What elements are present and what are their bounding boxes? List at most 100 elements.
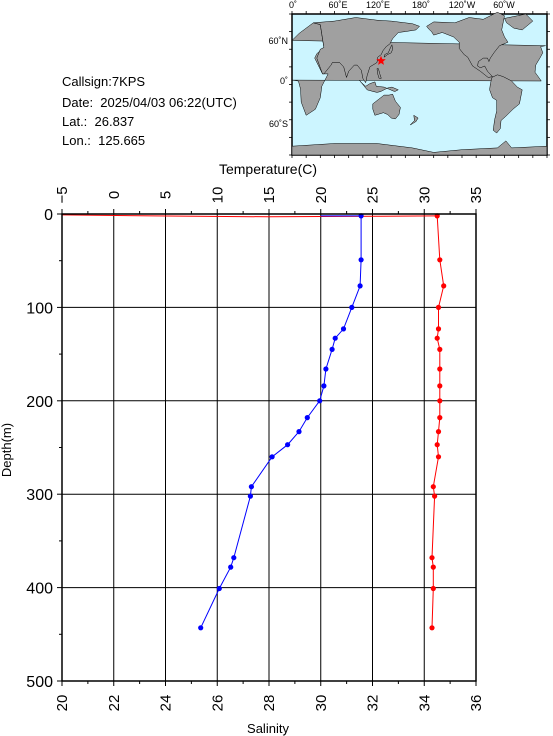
temperature-tick-label: 35 [468, 187, 485, 204]
salinity-profile-point [437, 257, 443, 263]
temperature-tick-label: −5 [54, 186, 71, 203]
salinity-tick-label: 22 [106, 695, 123, 712]
map-lat-label-60s: 60˚S [269, 119, 288, 129]
map-land-greenland [504, 13, 534, 31]
salinity-profile-point [429, 555, 435, 561]
salinity-profile-point [435, 429, 442, 435]
map-lon-label-180: 180˚ [412, 0, 430, 10]
surface-trace-salinity [61, 214, 438, 218]
temperature-profile-point [198, 625, 204, 631]
temperature-profile-point [296, 429, 302, 435]
location-map: 0˚ 60˚E 120˚E 180˚ 120˚W 60˚W 60˚N 0˚ 60… [268, 0, 550, 158]
map-land-indonesia [359, 79, 399, 93]
date-text: Date: 2025/04/03 06:22(UTC) [62, 95, 237, 110]
map-land-south-america [489, 74, 523, 134]
salinity-profile-point [435, 304, 442, 310]
temperature-axis-title: Temperature(C) [219, 161, 317, 177]
temperature-tick-label: 5 [158, 191, 175, 199]
temperature-profile-line [200, 215, 362, 629]
temperature-profile-point [329, 346, 335, 352]
map-land-philippines [376, 68, 382, 79]
salinity-tick-label: 24 [158, 695, 175, 712]
salinity-profile-point [441, 283, 447, 289]
temperature-profile-point [228, 564, 234, 570]
temperature-tick-label: 30 [416, 187, 433, 204]
map-frame-ticks [289, 11, 550, 158]
map-land-north-america [426, 11, 509, 78]
map-land-asia [313, 17, 420, 84]
salinity-tick-label: 36 [468, 695, 485, 712]
salinity-profile-point [437, 366, 443, 372]
salinity-profile-point [437, 398, 443, 404]
depth-tick-label: 200 [26, 394, 53, 411]
temperature-profile-point [358, 257, 364, 263]
temperature-tick-label: 15 [261, 187, 278, 204]
map-land-new-zealand [410, 114, 419, 126]
map-land-australia [372, 93, 401, 120]
salinity-tick-label: 20 [54, 695, 71, 712]
salinity-profile-point [432, 493, 438, 499]
salinity-profile-point [430, 484, 436, 490]
depth-tick-label: 400 [26, 581, 53, 598]
temperature-profile-point [349, 304, 355, 310]
temperature-profile-point [357, 283, 363, 289]
salinity-tick-label: 26 [209, 695, 226, 712]
temperature-profile-point [317, 398, 323, 404]
temperature-tick-label: 20 [313, 187, 330, 204]
salinity-profile-point [434, 442, 440, 448]
temperature-tick-label: 10 [209, 187, 226, 204]
depth-tick-label: 100 [26, 300, 53, 317]
salinity-profile-point [434, 335, 440, 341]
salinity-profile-point [429, 625, 435, 631]
temperature-profile-point [304, 415, 310, 421]
map-lon-label-0: 0˚ [289, 0, 297, 10]
depth-tick-label: 300 [26, 487, 53, 504]
temperature-profile-point [216, 585, 222, 592]
temperature-profile-point [248, 484, 254, 490]
depth-axis-title: Depth(m) [0, 423, 14, 477]
temperature-profile-point [323, 366, 329, 372]
map-land-japan [383, 44, 393, 58]
salinity-profile-point [437, 346, 443, 352]
salinity-profile-point [430, 564, 436, 570]
salinity-tick-label: 30 [313, 695, 330, 712]
station-star [376, 55, 386, 65]
longitude-text: Lon.: 125.665 [62, 133, 146, 148]
salinity-profile-point [437, 383, 443, 389]
depth-tick-label: 0 [44, 207, 53, 224]
temperature-tick-label: 0 [106, 191, 123, 199]
surface-traces [61, 214, 438, 218]
salinity-tick-label: 32 [365, 695, 382, 712]
chart-grid [61, 213, 477, 682]
temperature-profile-point [321, 383, 327, 389]
temperature-tick-label: 25 [365, 187, 382, 204]
temperature-profile-point [340, 326, 347, 332]
temperature-profile-point [269, 454, 275, 460]
salinity-profile-point [435, 454, 442, 460]
chart-series [198, 213, 447, 631]
salinity-tick-label: 34 [416, 695, 433, 712]
map-lon-label-120e: 120˚E [366, 0, 390, 10]
callsign-text: Callsign:7KPS [62, 74, 146, 89]
temperature-profile-point [285, 442, 291, 448]
map-landmasses [291, 11, 548, 156]
map-lat-label-60n: 60˚N [268, 36, 288, 46]
salinity-profile-point [430, 585, 436, 592]
latitude-text: Lat.: 26.837 [62, 114, 135, 129]
salinity-axis-title: Salinity [247, 721, 289, 736]
salinity-profile-point [437, 415, 443, 421]
temperature-profile-point [332, 335, 338, 341]
depth-tick-label: 500 [26, 674, 53, 691]
salinity-tick-label: 28 [261, 695, 278, 712]
salinity-profile-line [431, 215, 445, 628]
temperature-profile-point [247, 493, 253, 499]
map-lon-label-120w: 120˚W [449, 0, 476, 10]
salinity-profile-point [435, 326, 442, 332]
map-lat-label-0: 0˚ [280, 76, 288, 86]
map-lon-label-60e: 60˚E [328, 0, 347, 10]
map-lon-label-60w: 60˚W [493, 0, 515, 10]
temperature-profile-point [231, 555, 237, 561]
station-marker [376, 55, 386, 65]
